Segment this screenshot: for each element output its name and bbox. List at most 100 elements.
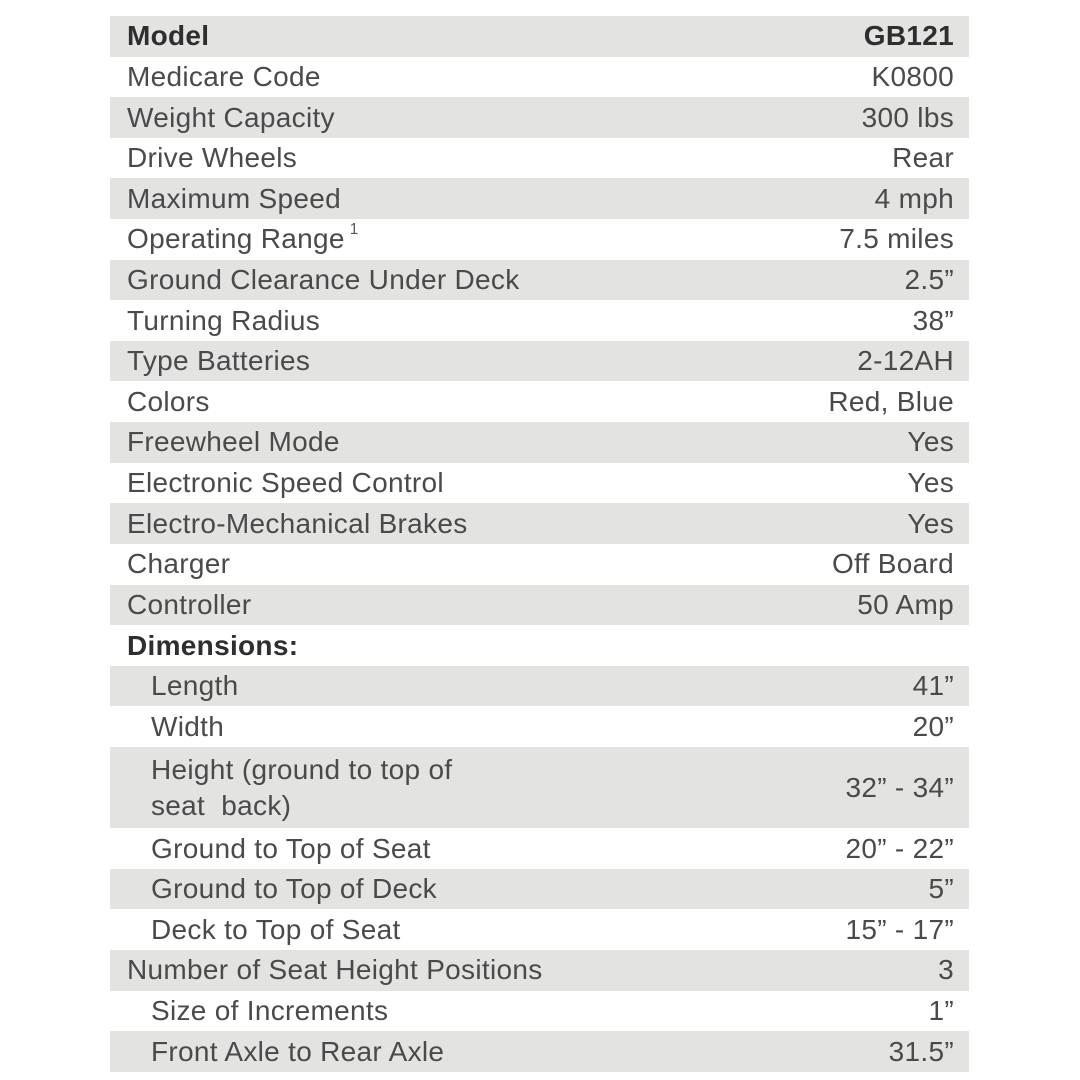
spec-label: Electro-Mechanical Brakes <box>127 507 468 539</box>
spec-row: Deck to Top of Seat 15” - 17” <box>110 909 969 950</box>
spec-label-footnote-superscript: 1 <box>349 221 359 239</box>
spec-row: Height (ground to top of seat back) 32” … <box>110 746 969 829</box>
spec-row: Operating Range 1 7.5 miles <box>110 219 969 260</box>
spec-label: Ground to Top of Seat <box>151 832 431 864</box>
spec-row: Colors Red, Blue <box>110 381 969 422</box>
spec-value: Red, Blue <box>828 385 954 417</box>
spec-label-wrap: Charger <box>127 546 230 582</box>
spec-label: Front Axle to Rear Axle <box>151 1035 445 1067</box>
spec-row: Charger Off Board <box>110 544 969 585</box>
spec-label-wrap: Model <box>127 18 209 54</box>
spec-row: Ground Clearance Under Deck 2.5” <box>110 259 969 301</box>
spec-row: Medicare Code K0800 <box>110 57 969 98</box>
spec-label: Length <box>151 670 239 702</box>
spec-label: Number of Seat Height Positions <box>127 954 543 986</box>
spec-label: Deck to Top of Seat <box>151 913 401 945</box>
spec-label-wrap: Weight Capacity <box>127 100 335 136</box>
spec-label: Drive Wheels <box>127 142 298 174</box>
spec-value: Yes <box>907 467 954 498</box>
spec-table: Model GB121 Medicare Code K0800 Weight C… <box>110 16 969 1072</box>
spec-value: 38” <box>912 304 954 336</box>
spec-row: Ground to Top of Seat 20” - 22” <box>110 828 969 869</box>
spec-row: Electro-Mechanical Brakes Yes <box>110 503 969 544</box>
spec-label-wrap: Electro-Mechanical Brakes <box>127 506 468 542</box>
spec-label: Weight Capacity <box>127 101 335 133</box>
spec-label: Colors <box>127 385 210 417</box>
spec-label-wrap: Controller <box>127 587 251 623</box>
spec-label-wrap: Front Axle to Rear Axle <box>151 1034 444 1070</box>
spec-row: Model GB121 <box>110 16 969 57</box>
spec-label: Operating Range <box>127 223 345 255</box>
spec-label-wrap: Electronic Speed Control <box>127 465 444 501</box>
spec-label: Width <box>151 710 225 742</box>
spec-label: Dimensions: <box>127 629 299 661</box>
spec-value: 3 <box>938 954 954 986</box>
spec-label: Model <box>127 20 210 52</box>
spec-label: Charger <box>127 548 231 580</box>
spec-row: Size of Increments 1” <box>110 991 969 1032</box>
spec-value: 2-12AH <box>857 345 954 377</box>
spec-label-wrap: Deck to Top of Seat <box>151 912 401 948</box>
spec-row: Width 20” <box>110 706 969 747</box>
spec-label-wrap: Maximum Speed <box>127 181 341 217</box>
spec-label-wrap: Turning Radius <box>127 303 320 339</box>
spec-label-wrap: Size of Increments <box>151 993 388 1029</box>
spec-label: Freewheel Mode <box>127 426 340 458</box>
spec-value: 4 mph <box>874 182 954 214</box>
spec-row: Turning Radius 38” <box>110 300 969 341</box>
spec-value: Yes <box>907 426 954 458</box>
spec-row: Freewheel Mode Yes <box>110 422 969 463</box>
spec-value: 1” <box>928 994 954 1026</box>
spec-value: GB121 <box>863 20 954 52</box>
spec-value: K0800 <box>871 60 954 92</box>
spec-row: Number of Seat Height Positions 3 <box>110 950 969 991</box>
spec-value: 32” - 34” <box>845 771 954 803</box>
spec-row: Dimensions: <box>110 625 969 666</box>
spec-value: 15” - 17” <box>845 913 954 945</box>
spec-row: Maximum Speed 4 mph <box>110 178 969 220</box>
spec-value: 20” - 22” <box>845 832 954 864</box>
spec-label-wrap: Height (ground to top of seat back) <box>151 752 452 824</box>
spec-label-wrap: Colors <box>127 384 210 420</box>
spec-value: 7.5 miles <box>839 223 954 255</box>
spec-label-wrap: Number of Seat Height Positions <box>127 952 543 988</box>
spec-label-wrap: Ground Clearance Under Deck <box>127 262 520 298</box>
spec-label: Maximum Speed <box>127 182 341 214</box>
spec-value: Rear <box>892 142 954 174</box>
spec-row: Front Axle to Rear Axle 31.5” <box>110 1031 969 1072</box>
spec-label-wrap: Ground to Top of Deck <box>151 871 437 907</box>
spec-row: Electronic Speed Control Yes <box>110 463 969 504</box>
spec-row: Type Batteries 2-12AH <box>110 340 969 382</box>
spec-label-wrap: Operating Range 1 <box>127 221 359 257</box>
spec-label-wrap: Drive Wheels <box>127 140 297 176</box>
spec-value: 31.5” <box>888 1035 954 1067</box>
spec-label: Controller <box>127 588 252 620</box>
spec-label: Type Batteries <box>127 345 311 377</box>
spec-label-wrap: Width <box>151 709 224 745</box>
spec-label: Electronic Speed Control <box>127 467 444 499</box>
spec-value: 41” <box>912 670 954 702</box>
spec-label: Size of Increments <box>151 995 389 1027</box>
spec-label-wrap: Freewheel Mode <box>127 424 340 460</box>
spec-label: Turning Radius <box>127 304 321 336</box>
spec-label: Ground Clearance Under Deck <box>127 264 520 296</box>
spec-row: Drive Wheels Rear <box>110 138 969 179</box>
spec-row: Weight Capacity 300 lbs <box>110 97 969 138</box>
spec-label: Medicare Code <box>127 61 321 92</box>
spec-row: Ground to Top of Deck 5” <box>110 868 969 910</box>
spec-label: Height (ground to top of seat back) <box>151 753 453 821</box>
spec-value: 20” <box>912 710 954 742</box>
spec-value: 5” <box>928 873 954 905</box>
spec-label-wrap: Ground to Top of Seat <box>151 831 431 867</box>
spec-label-wrap: Medicare Code <box>127 59 321 95</box>
spec-row: Controller 50 Amp <box>110 584 969 626</box>
spec-value: 2.5” <box>904 263 954 295</box>
spec-row: Length 41” <box>110 665 969 707</box>
spec-value: 50 Amp <box>857 588 954 620</box>
spec-label: Ground to Top of Deck <box>151 873 437 905</box>
spec-label-wrap: Dimensions: <box>127 628 298 664</box>
spec-value: 300 lbs <box>861 101 954 133</box>
spec-value: Yes <box>907 507 954 539</box>
spec-label-wrap: Type Batteries <box>127 343 310 379</box>
spec-value: Off Board <box>831 548 954 580</box>
